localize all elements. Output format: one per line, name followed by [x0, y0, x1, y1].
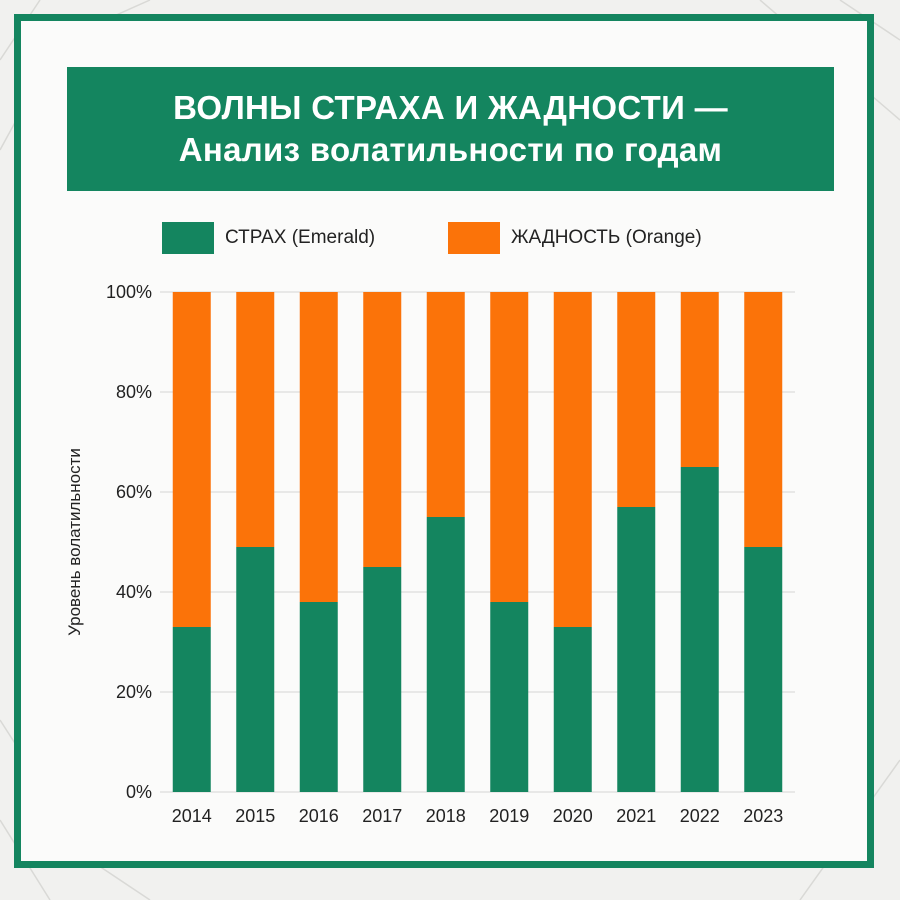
x-tick-label: 2014: [172, 806, 212, 826]
bar-fear: [680, 467, 719, 792]
x-tick-label: 2022: [680, 806, 720, 826]
bar-greed: [744, 292, 783, 547]
bar-fear: [172, 627, 211, 792]
x-tick-label: 2018: [426, 806, 466, 826]
bar-fear: [363, 567, 402, 792]
x-tick-label: 2016: [299, 806, 339, 826]
legend-item-fear: СТРАХ (Emerald): [162, 222, 375, 254]
chart-title: ВОЛНЫ СТРАХА И ЖАДНОСТИ —: [173, 89, 728, 126]
bar-greed: [617, 292, 656, 507]
bar-greed: [172, 292, 211, 627]
x-tick-label: 2020: [553, 806, 593, 826]
y-tick-label: 100%: [106, 282, 152, 302]
y-tick-label: 80%: [116, 382, 152, 402]
bar-fear: [426, 517, 465, 792]
stacked-bar-chart: 0% 20% 40% 60% 80% 100% Уровень волатильности 2…: [65, 282, 795, 826]
x-tick-label: 2015: [235, 806, 275, 826]
y-axis-title: Уровень волатильности: [65, 448, 84, 636]
legend-label-greed: ЖАДНОСТЬ (Orange): [511, 227, 702, 248]
y-tick-label: 0%: [126, 782, 152, 802]
bar-greed: [490, 292, 529, 602]
bar-fear: [744, 547, 783, 792]
legend: СТРАХ (Emerald) ЖАДНОСТЬ (Orange): [0, 222, 900, 254]
bar-fear: [617, 507, 656, 792]
x-tick-label: 2019: [489, 806, 529, 826]
bar-fear: [553, 627, 592, 792]
chart-subtitle: Анализ волатильности по годам: [178, 131, 723, 168]
bar-fear: [299, 602, 338, 792]
bar-greed: [426, 292, 465, 517]
bar-greed: [363, 292, 402, 567]
bar-greed: [553, 292, 592, 627]
legend-label-fear: СТРАХ (Emerald): [225, 227, 376, 248]
y-tick-label: 60%: [116, 482, 152, 502]
x-tick-label: 2017: [362, 806, 402, 826]
legend-swatch-greed: [448, 222, 500, 254]
y-tick-label: 40%: [116, 582, 152, 602]
legend-swatch-fear: [162, 222, 214, 254]
x-tick-label: 2023: [743, 806, 783, 826]
x-tick-label: 2021: [616, 806, 656, 826]
bar-greed: [236, 292, 275, 547]
bar-fear: [490, 602, 529, 792]
bar-greed: [299, 292, 338, 602]
legend-item-greed: ЖАДНОСТЬ (Orange): [448, 222, 702, 254]
y-tick-label: 20%: [116, 682, 152, 702]
bar-greed: [680, 292, 719, 467]
bar-fear: [236, 547, 275, 792]
title-banner: ВОЛНЫ СТРАХА И ЖАДНОСТИ — Анализ волатил…: [67, 67, 834, 191]
